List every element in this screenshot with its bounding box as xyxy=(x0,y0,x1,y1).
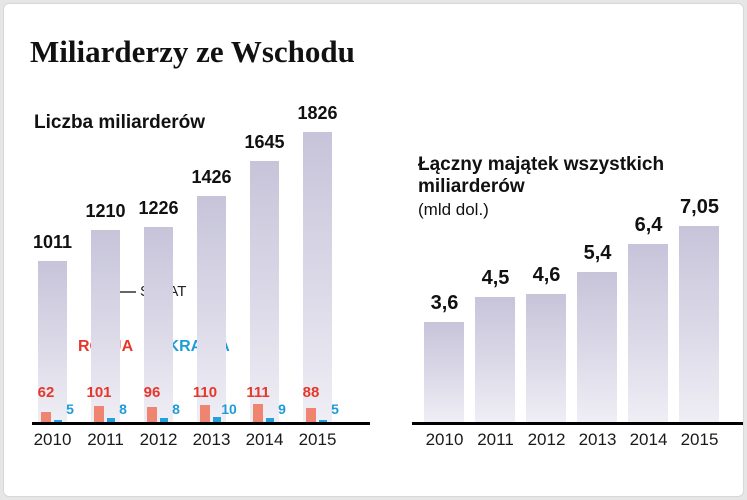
ukraina-bar xyxy=(213,417,221,422)
ukraina-bar xyxy=(266,418,274,422)
x-axis-year-label: 2012 xyxy=(527,430,566,449)
wealth-bar xyxy=(475,297,515,422)
wealth-value-label: 5,4 xyxy=(583,242,612,264)
world-value-label: 1645 xyxy=(244,132,285,152)
x-axis-year-label: 2014 xyxy=(245,430,284,449)
world-value-label: 1011 xyxy=(32,232,73,252)
rosja-bar xyxy=(147,407,157,422)
left-chart-title: Liczba miliarderów xyxy=(34,112,206,133)
x-axis-year-label: 2011 xyxy=(477,430,514,449)
right-year-group: 3,6 2010 xyxy=(419,4,470,449)
x-axis-year-label: 2015 xyxy=(680,430,719,449)
wealth-bar xyxy=(526,294,566,422)
wealth-value-label: 3,6 xyxy=(430,292,459,314)
right-chart-subtitle: (mld dol.) xyxy=(418,200,489,219)
wealth-bar xyxy=(577,272,617,422)
ukraina-value-label: 8 xyxy=(172,401,180,417)
left-year-group: 1645 111 9 2014 xyxy=(238,4,291,449)
wealth-value-label: 7,05 xyxy=(680,196,719,218)
ukraina-bar xyxy=(319,420,327,422)
wealth-bar xyxy=(679,226,719,422)
right-year-group: 5,4 2013 xyxy=(572,4,623,449)
x-axis-year-label: 2010 xyxy=(425,430,464,449)
rosja-value-label: 111 xyxy=(246,384,270,401)
world-bar xyxy=(197,196,226,422)
rosja-bar xyxy=(94,406,104,422)
ukraina-value-label: 9 xyxy=(278,401,286,417)
x-axis-year-label: 2011 xyxy=(87,430,124,449)
ukraina-value-label: 5 xyxy=(66,401,74,417)
world-bar xyxy=(250,161,279,422)
rosja-value-label: 101 xyxy=(86,384,112,401)
ukraina-value-label: 10 xyxy=(221,401,237,417)
rosja-value-label: 88 xyxy=(302,384,320,401)
wealth-value-label: 6,4 xyxy=(634,214,663,236)
page-title: Miliarderzy ze Wschodu xyxy=(30,34,355,69)
left-year-group: 1826 88 5 2015 xyxy=(291,4,344,449)
world-value-label: 1426 xyxy=(191,167,232,187)
wealth-bar xyxy=(628,244,668,422)
right-chart-title: Łączny majątek wszystkich miliarderów xyxy=(418,154,665,198)
left-year-group: 1426 110 10 2013 xyxy=(185,4,238,449)
rosja-bar xyxy=(41,412,51,422)
world-bar xyxy=(303,132,332,422)
x-axis-year-label: 2013 xyxy=(578,430,617,449)
x-axis-year-label: 2014 xyxy=(629,430,668,449)
ukraina-bar xyxy=(107,418,115,422)
world-value-label: 1226 xyxy=(138,198,179,218)
rosja-bar xyxy=(253,404,263,422)
world-bar xyxy=(91,230,120,422)
wealth-value-label: 4,5 xyxy=(481,267,510,289)
left-chart-bars: 1011 62 5 2010 1210 101 8 2011 1226 96 8 2012 1426 11… xyxy=(26,4,344,449)
rosja-value-label: 110 xyxy=(192,384,218,401)
right-year-group: 6,4 2014 xyxy=(623,4,674,449)
left-year-group: 1226 96 8 2012 xyxy=(132,4,185,449)
world-bar xyxy=(38,261,67,422)
right-chart-bars: 3,6 2010 4,5 2011 4,6 2012 5,4 2013 6,4 2014 7,05 2… xyxy=(419,4,725,449)
rosja-bar xyxy=(200,405,210,422)
x-axis-year-label: 2012 xyxy=(139,430,178,449)
right-chart-axis xyxy=(412,422,743,425)
rosja-bar xyxy=(306,408,316,422)
rosja-value-label: 62 xyxy=(37,384,55,401)
wealth-value-label: 4,6 xyxy=(532,264,561,286)
ukraina-bar xyxy=(54,420,62,422)
left-chart-axis xyxy=(32,422,370,425)
wealth-bar xyxy=(424,322,464,422)
ukraina-bar xyxy=(160,418,168,422)
infographic-card: Miliarderzy ze Wschodu Liczba miliarderó… xyxy=(3,3,744,497)
ukraina-value-label: 5 xyxy=(331,401,339,417)
rosja-value-label: 96 xyxy=(143,384,161,401)
x-axis-year-label: 2015 xyxy=(298,430,337,449)
swiat-leader-line xyxy=(114,291,136,293)
stage: Miliarderzy ze Wschodu Liczba miliarderó… xyxy=(4,4,743,496)
ukraina-value-label: 8 xyxy=(119,401,127,417)
x-axis-year-label: 2013 xyxy=(192,430,231,449)
left-year-group: 1210 101 8 2011 xyxy=(79,4,132,449)
world-value-label: 1826 xyxy=(297,103,338,123)
left-year-group: 1011 62 5 2010 xyxy=(26,4,79,449)
world-bar xyxy=(144,227,173,422)
x-axis-year-label: 2010 xyxy=(33,430,72,449)
right-year-group: 4,6 2012 xyxy=(521,4,572,449)
right-year-group: 4,5 2011 xyxy=(470,4,521,449)
world-value-label: 1210 xyxy=(85,201,126,221)
right-year-group: 7,05 2015 xyxy=(674,4,725,449)
